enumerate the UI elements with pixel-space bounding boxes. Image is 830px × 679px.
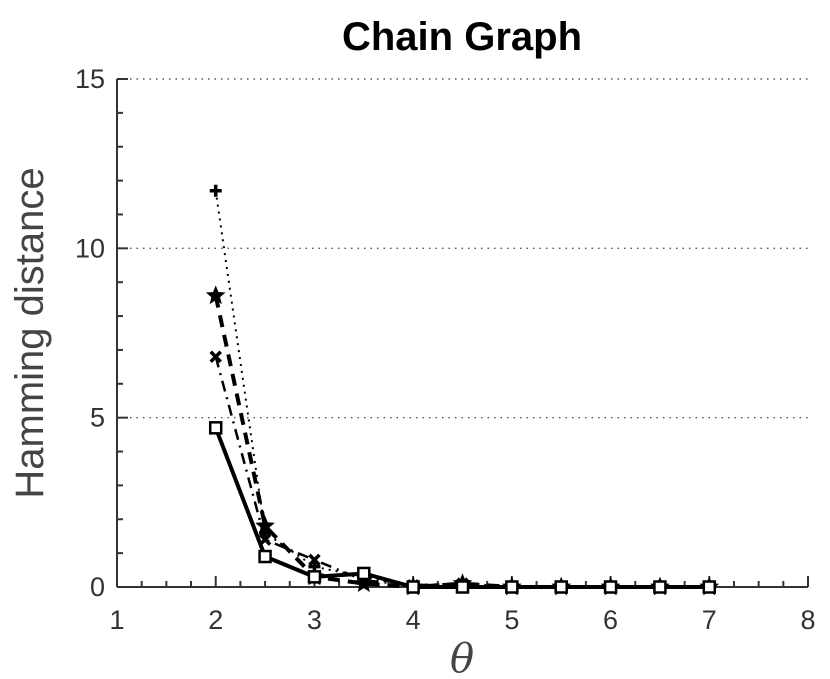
series-1-point — [208, 421, 223, 435]
series-3-point — [255, 515, 275, 535]
x-tick-label-6: 6 — [603, 605, 618, 635]
series-1-point — [357, 566, 371, 581]
series-1-point — [653, 580, 667, 594]
series-3-line — [213, 295, 710, 589]
series-1 — [208, 421, 717, 594]
series-1-point — [307, 570, 322, 584]
series-2 — [209, 350, 716, 594]
x-tick-label-3: 3 — [307, 605, 322, 635]
series-1-point — [603, 580, 618, 594]
x-tick-label-1: 1 — [109, 605, 124, 635]
series-2-point — [308, 553, 321, 567]
y-tick-label-0: 0 — [90, 572, 105, 602]
series-1-line — [213, 427, 710, 589]
series-layer — [205, 184, 720, 596]
series-4-point — [209, 184, 222, 197]
x-axis-label: θ — [450, 636, 474, 679]
series-1-point — [505, 580, 519, 594]
x-tick-label-2: 2 — [208, 605, 223, 635]
series-1-point — [554, 580, 568, 594]
series-1-point — [258, 549, 272, 564]
y-axis-label: Hamming distance — [8, 167, 52, 498]
chart-title: Chain Graph — [342, 15, 582, 59]
ticks: 1 2 3 4 5 6 7 8 0 5 10 15 — [75, 64, 816, 635]
axes — [116, 79, 808, 588]
series-1-point — [702, 580, 717, 594]
series-2-point — [209, 350, 222, 363]
series-3-point — [353, 573, 374, 592]
x-tick-label-7: 7 — [702, 605, 717, 635]
series-4-line — [214, 190, 710, 588]
y-tick-label-10: 10 — [75, 233, 105, 263]
series-3-point — [205, 285, 226, 305]
y-tick-label-15: 15 — [75, 64, 105, 94]
x-tick-label-8: 8 — [800, 605, 815, 635]
series-4 — [209, 184, 716, 593]
gridlines — [117, 78, 808, 419]
series-1-point — [455, 580, 470, 594]
x-tick-label-4: 4 — [406, 605, 421, 635]
x-tick-label-5: 5 — [504, 605, 519, 635]
series-1-point — [406, 580, 420, 594]
y-tick-label-5: 5 — [90, 403, 105, 433]
